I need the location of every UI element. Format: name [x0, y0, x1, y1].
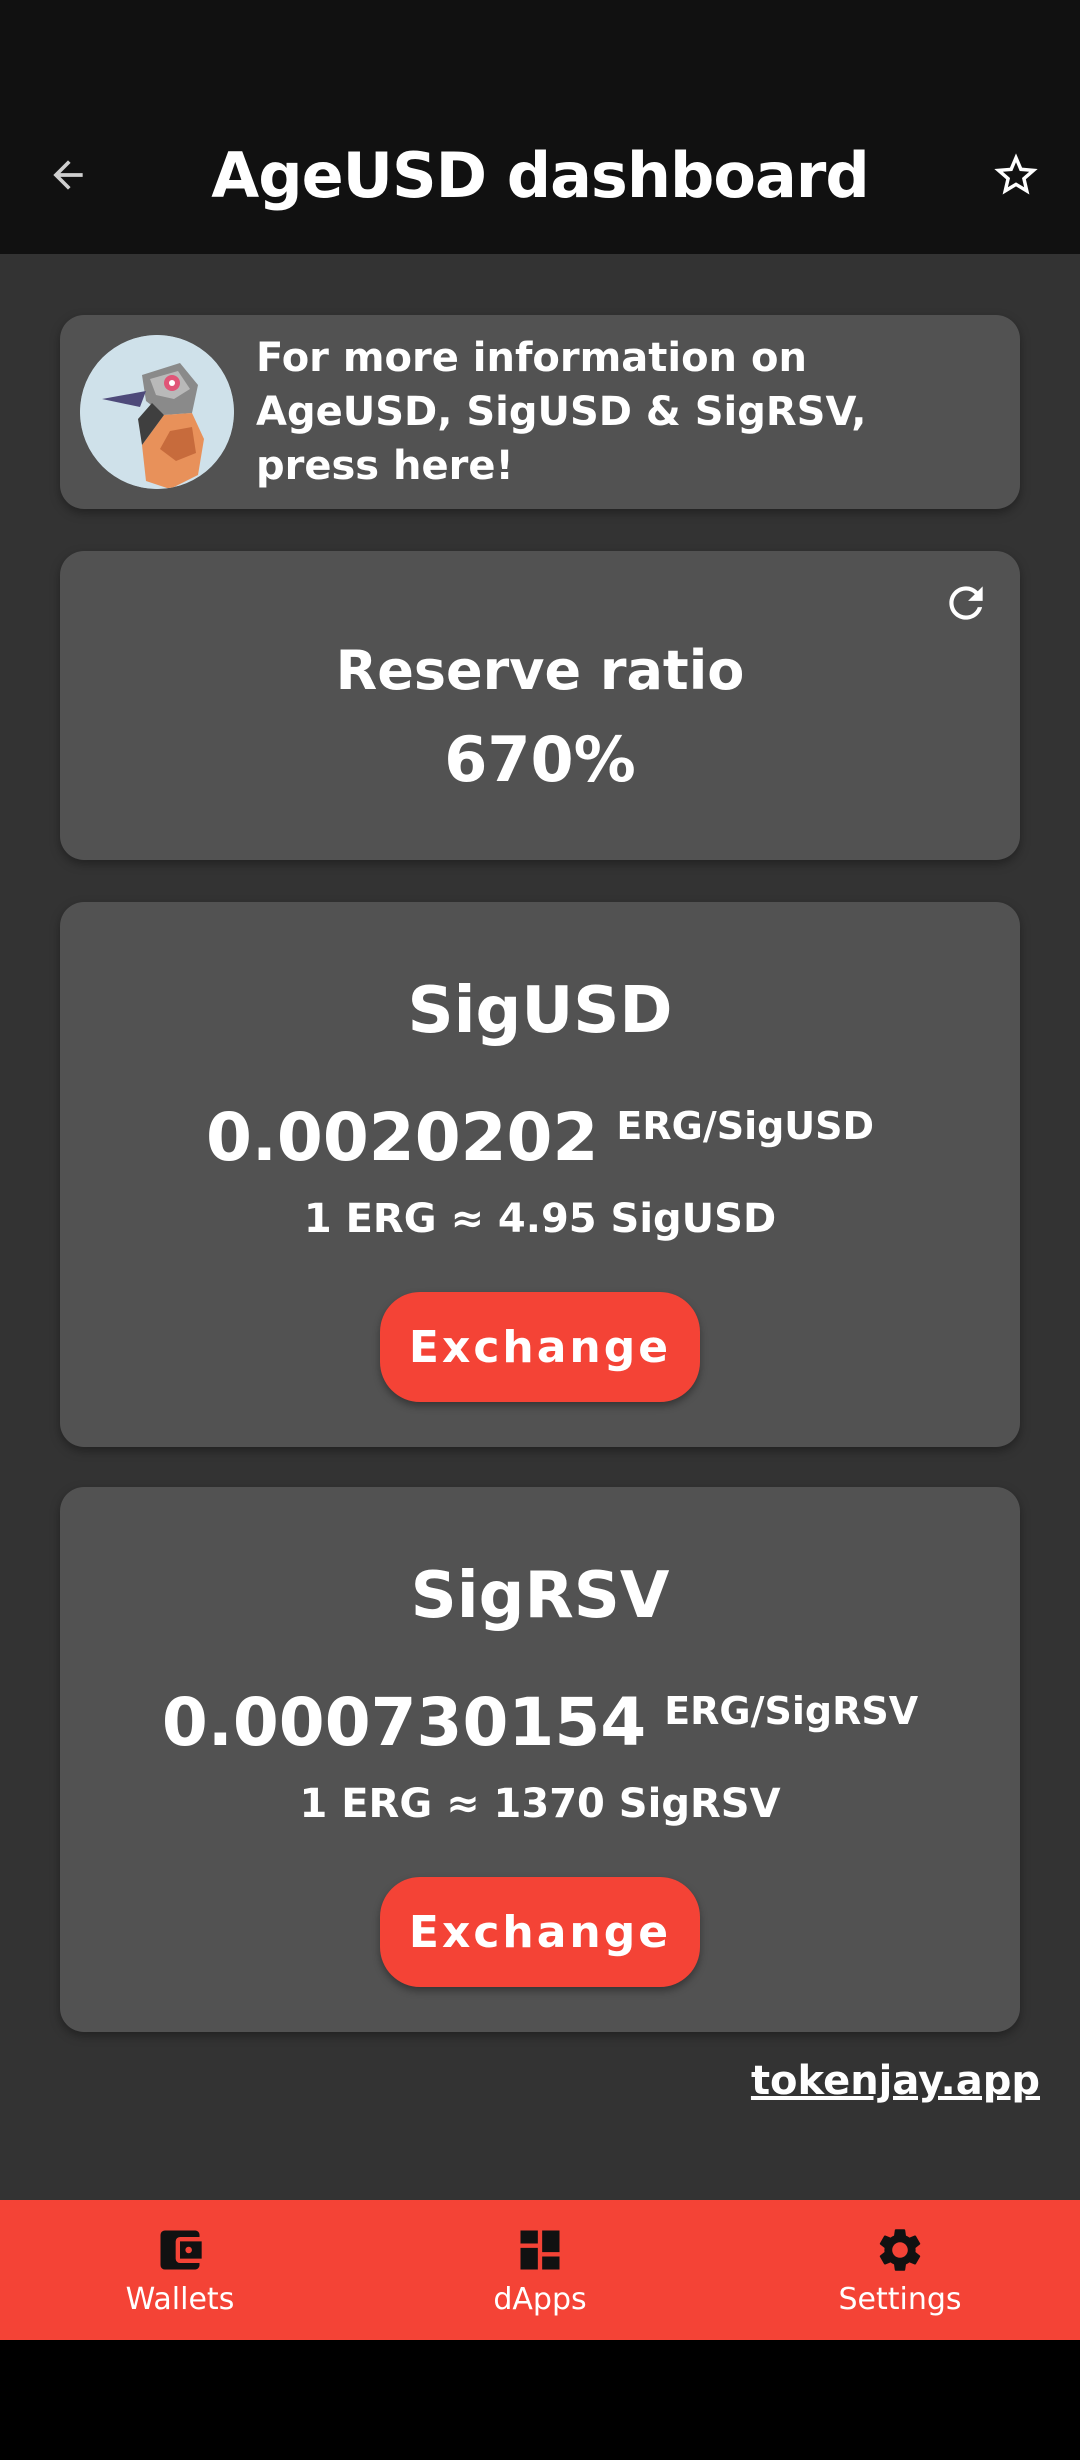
dashboard-icon	[514, 2224, 566, 2276]
sigusd-price-unit: ERG/SigUSD	[616, 1104, 875, 1148]
sigusd-price-row: 0.0020202 ERG/SigUSD	[60, 1102, 1020, 1174]
sigusd-conversion: 1 ERG ≈ 4.95 SigUSD	[303, 1196, 777, 1242]
nav-label-wallets: Wallets	[125, 2281, 235, 2317]
status-bar	[0, 0, 1080, 96]
sigrsv-card: SigRSV 0.000730154 ERG/SigRSV 1 ERG ≈ 13…	[60, 1487, 1020, 2032]
favorite-button[interactable]	[988, 147, 1044, 203]
nav-item-settings[interactable]: Settings	[720, 2200, 1080, 2340]
sigrsv-price: 0.000730154	[161, 1684, 647, 1761]
system-navigation-bar	[0, 2340, 1080, 2460]
back-button[interactable]	[40, 147, 96, 203]
sigrsv-price-unit: ERG/SigRSV	[664, 1689, 919, 1733]
gear-icon	[874, 2224, 926, 2276]
nav-label-dapps: dApps	[493, 2281, 587, 2317]
bird-avatar-icon	[80, 335, 234, 489]
refresh-button[interactable]	[938, 575, 994, 631]
arrow-left-icon	[53, 160, 83, 190]
nav-item-dapps[interactable]: dApps	[360, 2200, 720, 2340]
reserve-ratio-card: Reserve ratio 670%	[60, 551, 1020, 860]
nav-item-wallets[interactable]: Wallets	[0, 2200, 360, 2340]
refresh-icon	[949, 586, 983, 620]
nav-label-settings: Settings	[838, 2281, 962, 2317]
sigrsv-exchange-button[interactable]: Exchange	[380, 1877, 700, 1987]
tokenjay-link[interactable]: tokenjay.app	[750, 2058, 1040, 2104]
sigusd-title: SigUSD	[407, 974, 673, 1048]
star-outline-icon	[994, 153, 1038, 195]
reserve-ratio-value: 670%	[444, 723, 636, 796]
sigrsv-price-row: 0.000730154 ERG/SigRSV	[60, 1687, 1020, 1759]
sigusd-exchange-button[interactable]: Exchange	[380, 1292, 700, 1402]
info-text: For more information on AgeUSD, SigUSD &…	[256, 335, 867, 489]
sigrsv-conversion: 1 ERG ≈ 1370 SigRSV	[299, 1781, 781, 1827]
bottom-navigation: Wallets dApps Settings	[0, 2200, 1080, 2340]
page-title: AgeUSD dashboard	[211, 138, 869, 212]
app-bar: AgeUSD dashboard	[0, 96, 1080, 254]
sigrsv-title: SigRSV	[410, 1559, 670, 1633]
sigusd-card: SigUSD 0.0020202 ERG/SigUSD 1 ERG ≈ 4.95…	[60, 902, 1020, 1447]
sigusd-price: 0.0020202	[205, 1099, 599, 1176]
info-card[interactable]: For more information on AgeUSD, SigUSD &…	[60, 315, 1020, 509]
reserve-ratio-label: Reserve ratio	[335, 639, 745, 702]
wallet-icon	[154, 2224, 206, 2276]
